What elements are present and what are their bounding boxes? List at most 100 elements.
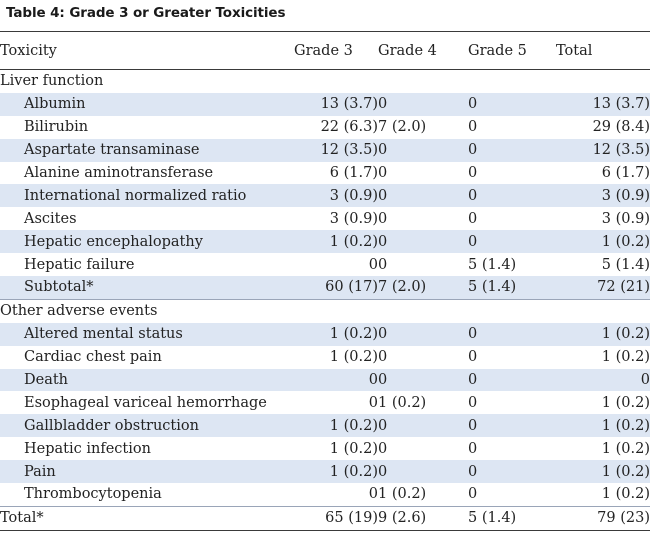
row-label: Other adverse events (0, 298, 294, 323)
table-row: Alanine aminotransferase 6 (1.7) 0 0 6 (1.7) (0, 162, 650, 185)
section-row: Liver function (0, 68, 650, 93)
cell-grade-5: 0 (468, 440, 478, 457)
cell-grade-4: 0 (378, 184, 468, 208)
cell-grade-4: 0 (378, 230, 468, 254)
cell-grade-4: 0 (378, 322, 468, 346)
row-label: Thrombocytopenia (24, 486, 162, 503)
cell-grade-4: 0 (378, 210, 388, 227)
table-row: International normalized ratio 3 (0.9) 0 0 3… (0, 184, 650, 208)
row-label: Liver function (0, 68, 294, 93)
cell-grade-5: 5 (1.4) (468, 276, 556, 300)
cell-grade-5: 0 (468, 184, 556, 208)
row-label: Esophageal variceal hemorrhage (24, 394, 267, 411)
cell-total: 72 (21) (556, 276, 650, 300)
table-row: Hepatic infection 1 (0.2) 0 0 1 (0.2) (0, 437, 650, 460)
cell-grade-3: 3 (0.9) (329, 210, 378, 227)
table-title: Table 4: Grade 3 or Greater Toxicities (6, 5, 286, 21)
cell-grade-5: 0 (468, 230, 556, 254)
cell-grade-5: 0 (468, 322, 556, 346)
header-grade-5: Grade 5 (468, 33, 556, 70)
table-row: Bilirubin 22 (6.3) 7 (2.0) 0 29 (8.4) (0, 116, 650, 139)
cell-grade-3: 0 (368, 394, 378, 411)
header-grade-3: Grade 3 (294, 33, 378, 70)
cell-grade-4: 0 (378, 440, 388, 457)
cell-grade-5 (468, 298, 556, 323)
row-label: Cardiac chest pain (24, 349, 162, 366)
cell-grade-5: 0 (468, 138, 556, 162)
header-toxicity: Toxicity (0, 33, 294, 70)
cell-grade-5: 5 (1.4) (468, 256, 517, 273)
cell-total: 1 (0.2) (601, 394, 650, 411)
cell-total: 1 (0.2) (556, 230, 650, 254)
cell-total: 3 (0.9) (556, 184, 650, 208)
cell-total: 5 (1.4) (601, 256, 650, 273)
cell-grade-5: 0 (468, 92, 556, 116)
cell-grade-5: 0 (468, 486, 478, 503)
cell-grade-4: 0 (378, 414, 468, 438)
table-row: Gallbladder obstruction 1 (0.2) 0 0 1 (0.2) (0, 414, 650, 438)
cell-grade-3: 0 (294, 368, 378, 392)
cell-grade-3: 13 (3.7) (294, 92, 378, 116)
table-row: Cardiac chest pain 1 (0.2) 0 0 1 (0.2) (0, 346, 650, 369)
row-label: International normalized ratio (0, 184, 294, 208)
row-label: Pain (0, 460, 294, 484)
row-label: Hepatic infection (24, 440, 151, 457)
row-label: Hepatic failure (24, 256, 135, 273)
cell-total: 29 (8.4) (592, 119, 650, 136)
row-label: Aspartate transaminase (0, 138, 294, 162)
table-row: Albumin 13 (3.7) 0 0 13 (3.7) (0, 92, 650, 116)
row-label: Ascites (24, 210, 77, 227)
cell-grade-4: 0 (378, 368, 468, 392)
cell-grade-4: 0 (378, 138, 468, 162)
cell-grade-3: 1 (0.2) (329, 440, 378, 457)
cell-grade-5: 0 (468, 414, 556, 438)
row-label: Gallbladder obstruction (0, 414, 294, 438)
section-row: Other adverse events (0, 298, 650, 323)
cell-grade-3: 65 (19) (294, 505, 378, 531)
table-row: Hepatic failure 0 0 5 (1.4) 5 (1.4) (0, 253, 650, 276)
cell-grade-5: 0 (468, 460, 556, 484)
total-row: Total* 65 (19) 9 (2.6) 5 (1.4) 79 (23) (0, 505, 650, 531)
table-row: Ascites 3 (0.9) 0 0 3 (0.9) (0, 207, 650, 230)
cell-grade-5 (468, 68, 556, 93)
cell-grade-4: 7 (2.0) (378, 119, 427, 136)
cell-grade-4: 0 (378, 349, 388, 366)
table-row: Aspartate transaminase 12 (3.5) 0 0 12 (3.5) (0, 138, 650, 162)
cell-grade-4: 7 (2.0) (378, 276, 468, 300)
cell-grade-4: 0 (378, 165, 388, 181)
cell-grade-5: 0 (468, 394, 478, 411)
cell-total: 6 (1.7) (601, 165, 650, 181)
table-row: Subtotal* 60 (17) 7 (2.0) 5 (1.4) 72 (21) (0, 276, 650, 300)
cell-total: 1 (0.2) (556, 460, 650, 484)
header-row: Toxicity Grade 3 Grade 4 Grade 5 Total (0, 33, 650, 70)
row-label: Hepatic encephalopathy (0, 230, 294, 254)
cell-grade-5: 0 (468, 210, 478, 227)
row-label: Alanine aminotransferase (24, 165, 214, 181)
cell-grade-4: 9 (2.6) (378, 505, 468, 531)
cell-grade-4: 1 (0.2) (378, 394, 427, 411)
cell-total: 12 (3.5) (556, 138, 650, 162)
cell-grade-3: 1 (0.2) (294, 322, 378, 346)
cell-total (556, 298, 650, 323)
cell-grade-4: 0 (378, 256, 388, 273)
toxicity-table: Toxicity Grade 3 Grade 4 Grade 5 Total L… (0, 33, 650, 531)
cell-total: 1 (0.2) (556, 322, 650, 346)
cell-total: 13 (3.7) (556, 92, 650, 116)
cell-grade-3: 0 (368, 486, 378, 503)
cell-grade-3 (294, 68, 378, 93)
cell-grade-3: 0 (368, 256, 378, 273)
cell-grade-5: 0 (468, 165, 478, 181)
cell-total: 0 (556, 368, 650, 392)
cell-grade-5: 0 (468, 368, 556, 392)
cell-grade-5: 5 (1.4) (468, 505, 556, 531)
table-row: Pain 1 (0.2) 0 0 1 (0.2) (0, 460, 650, 484)
row-label: Bilirubin (24, 119, 89, 136)
cell-grade-3 (294, 298, 378, 323)
cell-grade-4: 0 (378, 92, 468, 116)
cell-grade-5: 0 (468, 349, 478, 366)
cell-grade-4 (378, 298, 468, 323)
cell-grade-4 (378, 68, 468, 93)
cell-total: 1 (0.2) (601, 349, 650, 366)
header-grade-4: Grade 4 (378, 33, 468, 70)
cell-grade-3: 6 (1.7) (329, 165, 378, 181)
